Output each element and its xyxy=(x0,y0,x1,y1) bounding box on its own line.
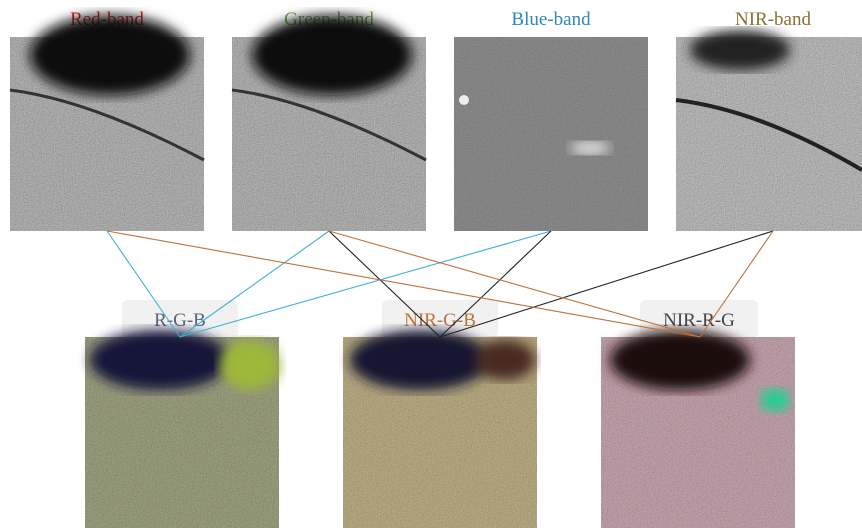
band-image xyxy=(232,15,426,231)
composite-title: NIR-R-G xyxy=(663,310,735,331)
composite-image xyxy=(85,330,280,528)
diagram: Red-band Green-band Blue-band NIR-band R… xyxy=(0,0,862,528)
composite-title: R-G-B xyxy=(154,310,206,331)
band-title: NIR-band xyxy=(735,9,811,30)
band-image xyxy=(10,15,204,231)
composite-image xyxy=(343,330,537,528)
band-image xyxy=(676,30,862,231)
band-image xyxy=(454,37,648,231)
band-title: Blue-band xyxy=(511,9,591,30)
composite-image xyxy=(601,330,795,528)
